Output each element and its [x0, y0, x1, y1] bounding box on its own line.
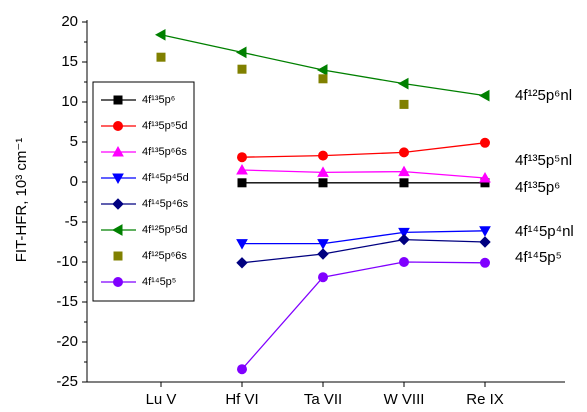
marker [112, 145, 124, 157]
series-line [241, 169, 486, 179]
y-tick-label: -20 [56, 333, 78, 350]
marker [111, 224, 123, 236]
marker [479, 236, 491, 248]
marker [113, 121, 123, 131]
marker [318, 74, 328, 84]
annotation: 4f¹³5p⁶ [515, 179, 560, 196]
marker [156, 52, 166, 62]
legend-label: 4f¹²5p⁶5d [142, 224, 188, 236]
marker [317, 248, 329, 260]
marker [113, 251, 123, 261]
y-tick-label: -5 [65, 213, 78, 230]
marker [479, 226, 491, 237]
annotation: 4f¹⁴5p⁴nl [515, 223, 574, 240]
marker [236, 163, 248, 175]
legend-label: 4f¹²5p⁶6s [142, 250, 187, 262]
marker [479, 171, 491, 183]
series-line [241, 238, 486, 264]
x-tick-label: Re IX [466, 391, 504, 408]
marker [399, 147, 409, 158]
marker [237, 64, 247, 74]
legend-label: 4f¹⁴5p⁴6s [142, 198, 189, 210]
y-tick-label: -10 [56, 253, 78, 270]
y-tick-label: 20 [61, 13, 78, 30]
x-tick-label: Lu V [146, 391, 177, 408]
y-tick-label: 15 [61, 53, 78, 70]
annotation: 4f¹⁴5p⁵ [515, 249, 562, 266]
series-line [241, 142, 486, 158]
annotation: 4f¹³5p⁵nl [515, 152, 572, 169]
marker [154, 28, 166, 41]
marker [236, 239, 248, 250]
x-tick-label: Ta VII [304, 391, 342, 408]
annotation: 4f¹²5p⁶nl [515, 87, 572, 104]
marker [236, 257, 248, 269]
marker [112, 173, 124, 185]
series-line [160, 34, 486, 97]
series-line [241, 261, 486, 370]
legend-label: 4f¹³5p⁵5d [142, 120, 188, 132]
marker [398, 233, 410, 246]
marker [480, 137, 490, 148]
marker [237, 364, 247, 375]
marker [318, 150, 328, 161]
series-line [242, 230, 486, 245]
marker [317, 239, 329, 250]
y-tick-label: 10 [61, 93, 78, 110]
marker [480, 257, 490, 268]
marker [478, 89, 490, 102]
marker [399, 99, 409, 109]
marker [318, 272, 328, 283]
marker [399, 257, 409, 267]
marker [318, 178, 328, 188]
marker [399, 178, 409, 188]
x-tick-label: Hf VI [225, 391, 258, 408]
legend-label: 4f¹³5p⁶6s [142, 146, 187, 158]
marker [398, 227, 410, 239]
marker [237, 178, 247, 188]
marker [235, 46, 247, 59]
marker [316, 64, 328, 76]
y-tick-label: 0 [70, 173, 78, 190]
marker [397, 77, 409, 90]
legend-label: 4f¹⁴5p⁴5d [142, 172, 189, 184]
marker [317, 166, 329, 177]
marker [113, 277, 123, 287]
y-tick-label: -25 [56, 373, 78, 390]
y-tick-label: 5 [70, 133, 78, 150]
legend-label: 4f¹³5p⁶ [142, 94, 175, 106]
y-tick-label: -15 [56, 293, 78, 310]
legend-label: 4f¹⁴5p⁵ [142, 276, 176, 288]
legend-box [92, 81, 195, 302]
marker [237, 152, 247, 163]
marker [112, 198, 124, 210]
marker [398, 165, 410, 177]
y-axis-label: FIT-HFR, 10³ cm⁻¹ [13, 138, 30, 263]
marker [113, 95, 123, 105]
x-tick-label: W VIII [384, 391, 425, 408]
